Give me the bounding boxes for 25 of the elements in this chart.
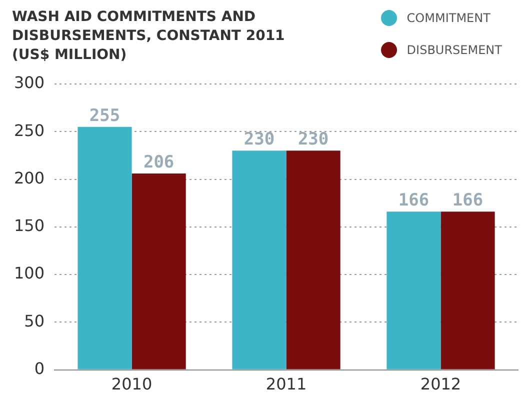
bar	[440, 212, 495, 370]
legend-label: COMMITMENT	[406, 11, 490, 25]
data-label: 206	[143, 152, 174, 172]
y-tick-label: 0	[34, 358, 45, 378]
data-label: 230	[298, 130, 329, 150]
legend-label: DISBURSEMENT	[406, 43, 502, 57]
chart-title: WASH AID COMMITMENTS AND DISBURSEMENTS, CONSTANT 2011 (US$ MILLION)	[12, 8, 286, 65]
y-tick-label: 150	[14, 216, 45, 236]
bar	[232, 150, 286, 370]
bar	[78, 126, 132, 370]
x-tick-label: 2010	[111, 374, 152, 394]
data-label: 230	[244, 130, 275, 150]
data-label: 255	[89, 106, 120, 126]
data-label: 166	[452, 190, 484, 211]
bar	[286, 150, 340, 370]
y-tick-label: 300	[14, 73, 45, 92]
y-tick-label: 250	[14, 120, 45, 140]
bar	[386, 212, 441, 370]
data-label: 166	[398, 190, 430, 211]
x-tick-label: 2011	[266, 374, 307, 394]
bar	[132, 174, 186, 370]
x-tick-label: 2012	[420, 374, 462, 394]
y-tick-label: 200	[14, 168, 45, 188]
y-tick-label: 50	[24, 311, 45, 330]
y-tick-label: 100	[14, 264, 45, 283]
